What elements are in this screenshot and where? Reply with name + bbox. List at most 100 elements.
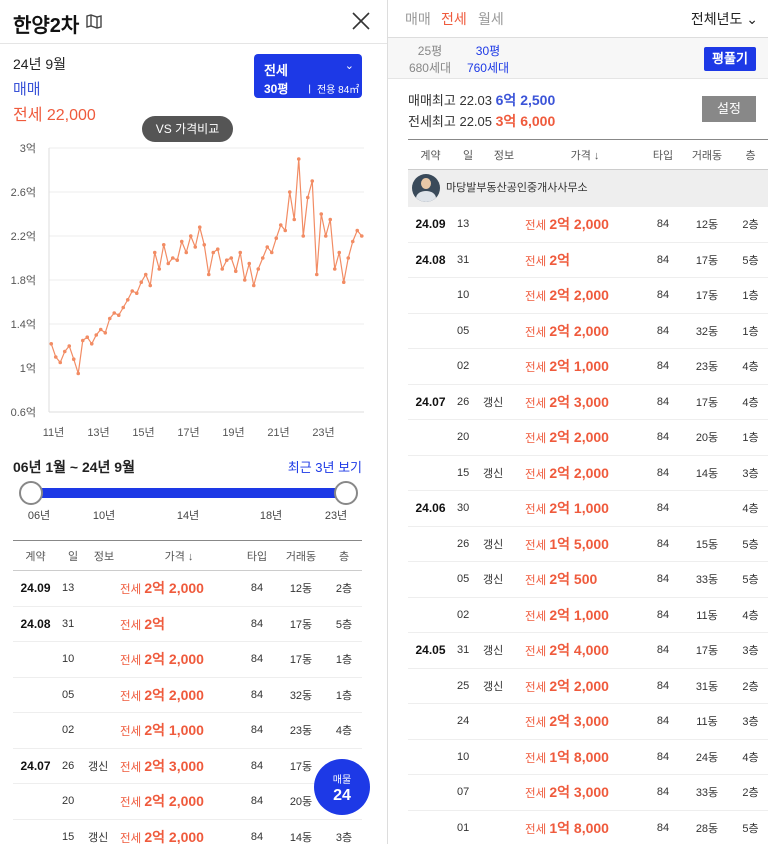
table-row[interactable]: 24.09 13 전세 2억 2,000 84 12동 2층 — [13, 571, 362, 606]
agency-row[interactable]: 마당발부동산공인중개사사무소 — [408, 169, 768, 207]
tab-monthly[interactable]: 월세 — [478, 11, 504, 27]
data-point[interactable] — [98, 327, 103, 332]
data-point[interactable] — [310, 179, 315, 183]
col-day[interactable]: 일 — [462, 149, 474, 162]
table-row[interactable]: 24.06 30 전세 2억 1,000 84 4층 — [408, 491, 768, 526]
data-point[interactable] — [220, 267, 225, 271]
size-option-25[interactable]: 25평 680세대 — [400, 42, 460, 76]
data-point[interactable] — [296, 157, 301, 161]
data-point[interactable] — [350, 239, 355, 244]
data-point[interactable] — [332, 267, 337, 271]
data-point[interactable] — [49, 342, 54, 346]
data-point[interactable] — [53, 355, 58, 359]
data-point[interactable] — [269, 250, 274, 255]
size-option-30[interactable]: 30평 760세대 — [458, 42, 518, 76]
data-point[interactable] — [242, 278, 247, 282]
col-dong[interactable]: 거래동 — [691, 149, 723, 162]
range-slider-track[interactable] — [31, 488, 346, 498]
data-point[interactable] — [215, 247, 220, 251]
data-point[interactable] — [94, 333, 99, 337]
data-point[interactable] — [238, 250, 243, 255]
data-point[interactable] — [76, 371, 81, 376]
table-row[interactable]: 07 전세 2억 3,000 84 33동 2층 — [408, 775, 768, 810]
table-row[interactable]: 10 전세 2억 2,000 84 17동 1층 — [408, 278, 768, 313]
col-contract[interactable]: 계약 — [25, 550, 46, 563]
data-point[interactable] — [337, 250, 342, 255]
data-point[interactable] — [80, 338, 85, 343]
data-point[interactable] — [323, 234, 328, 238]
table-row[interactable]: 05 갱신 전세 2억 500 84 33동 5층 — [408, 562, 768, 597]
type-size-selector[interactable]: 전세 ⌄ 30평 ㅣ 전용 84㎡ — [254, 54, 362, 98]
data-point[interactable] — [116, 313, 121, 317]
data-point[interactable] — [134, 291, 139, 295]
data-point[interactable] — [247, 261, 252, 266]
listings-fab-button[interactable]: 매물 24 — [314, 759, 370, 815]
data-point[interactable] — [233, 269, 238, 273]
data-point[interactable] — [341, 280, 346, 284]
table-row[interactable]: 02 전세 2억 1,000 84 23동 4층 — [13, 713, 362, 748]
table-row[interactable]: 25 갱신 전세 2억 2,000 84 31동 2층 — [408, 668, 768, 704]
data-point[interactable] — [251, 283, 256, 288]
year-select[interactable]: 전체년도 ⌄ — [691, 9, 758, 29]
data-point[interactable] — [359, 234, 364, 238]
table-row[interactable]: 24.08 31 전세 2억 84 17동 5층 — [408, 242, 768, 278]
data-point[interactable] — [58, 360, 63, 365]
data-point[interactable] — [211, 250, 216, 255]
data-point[interactable] — [130, 289, 135, 293]
data-point[interactable] — [274, 236, 279, 240]
close-icon[interactable] — [351, 11, 371, 31]
data-point[interactable] — [287, 190, 292, 194]
table-row[interactable]: 10 전세 2억 2,000 84 17동 1층 — [13, 642, 362, 677]
col-price[interactable]: 가격 ↓ — [570, 149, 600, 162]
data-point[interactable] — [161, 243, 166, 247]
data-point[interactable] — [328, 217, 333, 222]
data-point[interactable] — [260, 256, 265, 260]
col-info[interactable]: 정보 — [93, 550, 115, 563]
col-type[interactable]: 타입 — [246, 550, 268, 563]
table-row[interactable]: 15 갱신 전세 2억 2,000 84 14동 3층 — [408, 455, 768, 491]
data-point[interactable] — [355, 228, 360, 233]
data-point[interactable] — [62, 349, 67, 354]
data-point[interactable] — [121, 305, 126, 310]
col-contract[interactable]: 계약 — [420, 149, 441, 162]
data-point[interactable] — [202, 243, 207, 247]
col-floor[interactable]: 층 — [745, 149, 756, 162]
data-point[interactable] — [206, 272, 211, 277]
data-point[interactable] — [157, 267, 162, 271]
range-slider-start-handle[interactable] — [19, 481, 43, 505]
pyeong-expand-button[interactable]: 평풀기 — [704, 47, 756, 71]
table-row[interactable]: 26 갱신 전세 1억 5,000 84 15동 5층 — [408, 526, 768, 562]
data-point[interactable] — [175, 258, 180, 262]
data-point[interactable] — [346, 256, 351, 260]
table-row[interactable]: 05 전세 2억 2,000 84 32동 1층 — [13, 677, 362, 713]
table-row[interactable]: 02 전세 2억 1,000 84 23동 4층 — [408, 349, 768, 384]
data-point[interactable] — [197, 225, 202, 229]
data-point[interactable] — [152, 250, 157, 255]
data-point[interactable] — [103, 331, 108, 335]
data-point[interactable] — [125, 298, 130, 302]
data-point[interactable] — [166, 261, 171, 266]
col-price[interactable]: 가격 ↓ — [164, 550, 194, 563]
col-dong[interactable]: 거래동 — [285, 550, 317, 563]
data-point[interactable] — [143, 272, 148, 277]
map-icon[interactable] — [86, 14, 102, 29]
data-point[interactable] — [107, 316, 112, 321]
col-info[interactable]: 정보 — [493, 149, 515, 162]
table-row[interactable]: 24.09 13 전세 2억 2,000 84 12동 2층 — [408, 207, 768, 242]
data-point[interactable] — [71, 357, 76, 361]
data-point[interactable] — [265, 245, 270, 249]
data-point[interactable] — [170, 256, 175, 260]
table-row[interactable]: 02 전세 2억 1,000 84 11동 4층 — [408, 597, 768, 633]
col-type[interactable]: 타입 — [652, 149, 674, 162]
data-point[interactable] — [112, 311, 117, 315]
data-point[interactable] — [193, 245, 198, 249]
table-row[interactable]: 10 전세 1억 8,000 84 24동 4층 — [408, 739, 768, 775]
data-point[interactable] — [89, 342, 94, 346]
data-point[interactable] — [148, 283, 153, 288]
data-point[interactable] — [67, 344, 72, 348]
table-row[interactable]: 05 전세 2억 2,000 84 32동 1층 — [408, 313, 768, 349]
data-point[interactable] — [283, 228, 288, 233]
data-point[interactable] — [319, 212, 324, 216]
